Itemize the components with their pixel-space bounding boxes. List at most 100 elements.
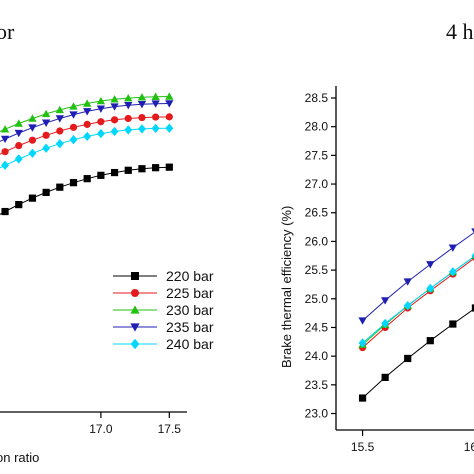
legend-marker-240-bar bbox=[130, 338, 140, 350]
left-point-225-bar bbox=[42, 131, 50, 139]
left-point-220-bar bbox=[1, 207, 9, 216]
left-point-220-bar bbox=[138, 165, 146, 173]
right-point-series-1 bbox=[404, 354, 412, 363]
left-point-235-bar bbox=[69, 111, 78, 119]
left-line-220-bar bbox=[0, 166, 170, 215]
left-point-220-bar bbox=[56, 183, 64, 191]
left-point-225-bar bbox=[56, 127, 64, 135]
right-point-series-5 bbox=[403, 278, 412, 286]
left-point-225-bar bbox=[15, 141, 23, 150]
left-point-225-bar bbox=[110, 116, 119, 124]
left-point-235-bar bbox=[83, 108, 92, 116]
left-point-220-bar bbox=[83, 175, 91, 183]
left-point-225-bar bbox=[83, 120, 91, 128]
left-point-240-bar bbox=[110, 126, 119, 137]
left-point-230-bar bbox=[55, 105, 64, 114]
left-point-240-bar bbox=[151, 123, 160, 134]
right-y-tick-label: 28.5 bbox=[305, 91, 329, 105]
right-x-tick-label: 15.5 bbox=[351, 440, 375, 454]
left-point-220-bar bbox=[152, 164, 160, 172]
left-point-240-bar bbox=[55, 139, 64, 149]
right-point-series-5 bbox=[471, 228, 474, 234]
left-point-235-bar bbox=[41, 119, 51, 127]
right-point-series-1 bbox=[449, 320, 457, 328]
left-point-235-bar bbox=[110, 103, 119, 111]
right-y-tick-label: 23.5 bbox=[305, 378, 329, 392]
left-point-240-bar bbox=[124, 125, 133, 135]
left-line-230-bar bbox=[0, 96, 170, 133]
left-point-240-bar bbox=[28, 148, 37, 158]
left-point-220-bar bbox=[124, 166, 132, 174]
left-point-220-bar bbox=[97, 171, 105, 179]
left-point-235-bar bbox=[55, 115, 64, 123]
right-y-tick-label: 24.5 bbox=[305, 320, 329, 334]
legend-label-235-bar: 235 bar bbox=[166, 319, 214, 335]
right-point-series-1 bbox=[471, 304, 474, 312]
left-x-tick-label: 17.5 bbox=[158, 422, 182, 436]
left-line-240-bar bbox=[0, 127, 170, 169]
legend-label-225-bar: 225 bar bbox=[166, 285, 214, 301]
right-x-tick-label: 16.0 bbox=[464, 440, 474, 454]
right-point-series-1 bbox=[426, 337, 434, 345]
left-point-230-bar bbox=[96, 96, 106, 105]
right-point-series-4 bbox=[426, 283, 435, 294]
right-y-tick-label: 26.0 bbox=[305, 234, 329, 248]
legend-marker-230-bar bbox=[130, 305, 140, 314]
left-point-240-bar bbox=[14, 154, 23, 164]
right-chart-panel: 23.0 23.5 24.0 24.5 25.0 25.5 26.0 26.5 27.0 27.5… bbox=[279, 86, 474, 454]
left-point-235-bar bbox=[151, 100, 160, 108]
legend-marker-235-bar bbox=[130, 323, 140, 332]
left-point-230-bar bbox=[110, 95, 119, 103]
left-point-240-bar bbox=[137, 124, 146, 134]
left-point-235-bar bbox=[124, 101, 133, 110]
left-point-235-bar bbox=[96, 105, 106, 113]
left-line-235-bar bbox=[0, 103, 170, 142]
left-x-tick-label: 17.0 bbox=[89, 422, 113, 436]
left-point-225-bar bbox=[69, 123, 78, 131]
left-x-axis-label: on ratio bbox=[0, 450, 39, 465]
right-y-tick-label: 28.0 bbox=[305, 120, 329, 134]
left-point-230-bar bbox=[151, 92, 160, 100]
left-point-230-bar bbox=[0, 125, 10, 133]
left-panel-caption-fragment: or bbox=[0, 19, 15, 44]
left-point-230-bar bbox=[41, 109, 51, 118]
left-point-230-bar bbox=[83, 99, 92, 107]
left-point-235-bar bbox=[28, 124, 37, 132]
right-panel-caption-fragment: 4 h bbox=[446, 19, 474, 44]
right-y-tick-label: 25.5 bbox=[305, 263, 329, 277]
left-point-235-bar bbox=[14, 129, 23, 138]
left-point-220-bar bbox=[110, 168, 119, 177]
left-point-240-bar bbox=[69, 134, 78, 145]
right-y-axis-label: Brake thermal efficiency (%) bbox=[279, 206, 294, 368]
legend-label-230-bar: 230 bar bbox=[166, 302, 214, 318]
right-y-tick-label: 24.0 bbox=[305, 349, 329, 363]
legend-marker-225-bar bbox=[131, 289, 139, 297]
right-y-tick-label: 25.0 bbox=[305, 292, 329, 306]
right-point-series-1 bbox=[381, 373, 389, 381]
right-line-series-1 bbox=[362, 308, 474, 399]
left-point-230-bar bbox=[165, 92, 174, 100]
left-point-230-bar bbox=[69, 102, 78, 110]
left-point-235-bar bbox=[137, 100, 147, 109]
legend-marker-220-bar bbox=[131, 272, 139, 280]
left-point-220-bar bbox=[42, 188, 50, 196]
left-point-225-bar bbox=[28, 136, 37, 144]
left-point-240-bar bbox=[165, 123, 174, 133]
right-point-series-5 bbox=[358, 317, 367, 325]
left-point-225-bar bbox=[124, 114, 132, 123]
left-line-225-bar bbox=[0, 116, 170, 155]
left-point-240-bar bbox=[83, 131, 92, 142]
left-point-220-bar bbox=[69, 179, 78, 187]
right-point-series-4 bbox=[403, 300, 412, 311]
left-point-225-bar bbox=[152, 113, 160, 121]
left-point-230-bar bbox=[28, 114, 37, 122]
left-point-220-bar bbox=[15, 200, 23, 209]
left-point-235-bar bbox=[0, 135, 10, 144]
left-point-225-bar bbox=[97, 118, 105, 126]
right-point-series-1 bbox=[358, 394, 367, 402]
left-point-230-bar bbox=[137, 93, 147, 101]
left-point-230-bar bbox=[14, 119, 23, 127]
left-point-220-bar bbox=[165, 163, 173, 171]
